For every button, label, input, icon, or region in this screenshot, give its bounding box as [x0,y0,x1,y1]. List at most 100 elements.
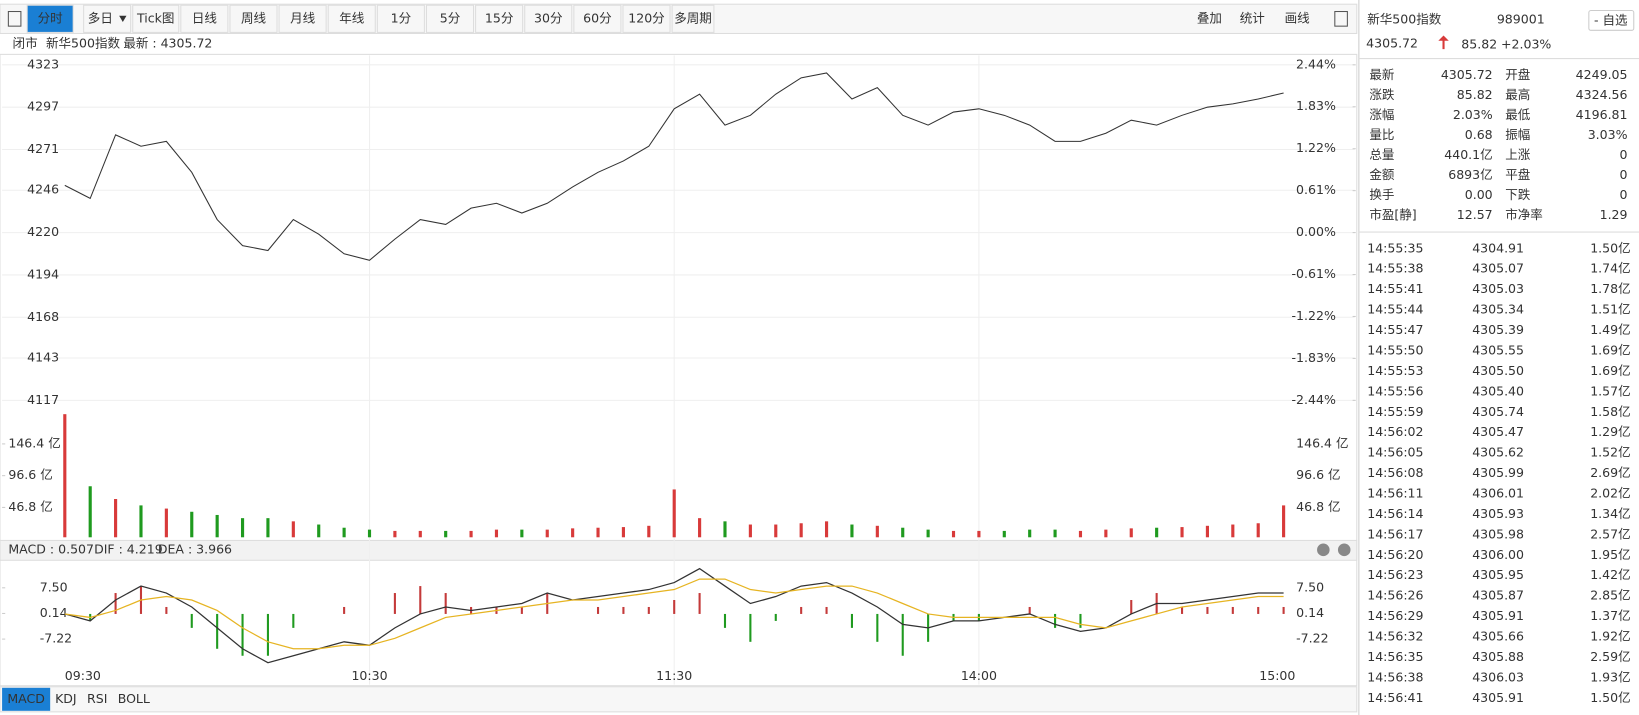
stat-value: 4324.56 [1576,87,1628,102]
tick-volume: 1.69亿 [1590,363,1630,378]
stat-label: 量比 [1369,127,1394,142]
y-tick-label: 4117 [27,392,59,407]
tick-price: 4305.91 [1472,690,1524,705]
toolbar-button[interactable] [671,4,715,33]
toolbar-label[interactable]: 多日 [88,10,113,25]
stat-value: 0 [1620,187,1628,202]
toolbar-label[interactable]: Tick图 [136,10,174,25]
panel-icon[interactable] [1334,10,1348,27]
volume-bar [393,530,397,538]
quote-change-pct: +2.03% [1501,36,1551,51]
toolbar-button[interactable] [475,4,524,33]
tick-price: 4306.00 [1472,547,1524,562]
macd-bar [800,606,803,614]
toolbar-label[interactable]: 1分 [391,10,412,25]
indicator-tab-label[interactable]: RSI [87,691,107,706]
toolbar-button[interactable] [524,4,573,33]
volume-bar [672,489,676,538]
y2-tick-label: -2.44% [1292,392,1336,407]
stat-label: 市净率 [1505,207,1543,222]
volume-bar [88,486,92,538]
tick-volume: 1.92亿 [1590,629,1630,644]
tick-volume: 1.58亿 [1590,404,1630,419]
stat-value: 440.1亿 [1444,147,1492,162]
tick-price: 4305.55 [1472,342,1524,357]
indicator-tab[interactable] [114,687,153,711]
toolbar-button[interactable] [180,4,229,33]
toolbar-label[interactable]: 日线 [192,10,218,25]
toolbar-tool[interactable]: 叠加 [1197,10,1222,25]
tick-price: 4305.40 [1472,383,1524,398]
indicator-tab-label[interactable]: KDJ [55,691,77,706]
indicator-tab-label[interactable]: MACD [7,691,45,706]
tick-volume: 1.57亿 [1590,383,1630,398]
toolbar-button[interactable] [278,4,327,33]
stat-label: 总量 [1369,147,1394,162]
tick-volume: 1.69亿 [1590,342,1630,357]
quote-change: 85.82 [1461,36,1497,51]
toolbar-label[interactable]: 15分 [485,10,514,25]
macd-bar [419,586,422,614]
tick-volume: 1.93亿 [1590,669,1630,684]
toolbar-button[interactable] [425,4,475,33]
toolbar-label[interactable]: 5分 [440,10,461,25]
y-tick-label: 4168 [27,309,59,324]
macd-bar [1206,606,1209,614]
toolbar-button[interactable] [327,4,376,33]
close-icon[interactable] [1317,543,1330,557]
tick-time: 14:55:35 [1367,240,1423,255]
tick-time: 14:56:17 [1367,526,1423,541]
macd-bar [266,613,269,656]
toolbar-button[interactable] [26,4,74,33]
macd-bar [596,606,600,614]
indicator-tab-label[interactable]: BOLL [118,691,150,706]
toolbar-label[interactable]: 120分 [628,10,665,25]
toolbar-button[interactable] [229,4,278,33]
stat-value: 6893亿 [1448,167,1492,182]
stat-label: 最高 [1505,87,1530,102]
tick-time: 14:56:35 [1367,649,1423,664]
toolbar-button[interactable] [573,4,622,33]
watch-button[interactable] [1588,9,1635,31]
x-tick-label: 09:30 [65,668,101,683]
macd-bar [749,613,752,642]
toolbar-label[interactable]: 月线 [290,10,316,25]
tick-time: 14:55:47 [1367,322,1423,337]
stat-label: 市盈[静] [1369,207,1416,222]
y2-tick-label: 0.61% [1296,182,1336,197]
status-name: 新华500指数 [46,35,121,50]
stat-value: 0 [1620,147,1628,162]
toolbar-label[interactable]: 多周期 [674,10,712,25]
toolbar-button[interactable] [376,4,425,33]
macd-bar [1079,613,1082,628]
stat-label: 下跌 [1505,187,1531,202]
toolbar-button[interactable] [132,4,180,33]
panel-icon[interactable] [7,10,22,27]
toolbar-tool[interactable]: 画线 [1285,10,1311,25]
toolbar-label[interactable]: 60分 [583,10,612,25]
volume-bar [1231,524,1235,538]
watch-label[interactable]: - 自选 [1594,12,1628,27]
y2-tick-label: 0.00% [1296,224,1336,239]
toolbar-tool[interactable]: 统计 [1240,10,1265,25]
y2-tick-label: 2.44% [1296,56,1336,71]
indicator-tab[interactable] [2,687,51,711]
toolbar-button[interactable] [622,4,671,33]
indicator-tab[interactable] [52,687,80,711]
tick-price: 4305.95 [1472,567,1524,582]
macd-bar [165,606,168,614]
stat-label: 换手 [1369,187,1394,202]
toolbar-label[interactable]: 分时 [38,10,64,25]
toolbar-label[interactable]: 周线 [241,10,267,25]
indicator-tab[interactable] [83,687,111,711]
macd-bar [393,593,396,614]
settings-icon[interactable] [1337,543,1351,557]
indicator-tabs [0,686,1358,713]
toolbar-label[interactable]: 年线 [339,10,365,25]
volume-bar [571,528,575,538]
toolbar-label[interactable]: 30分 [534,10,563,25]
macd-tick-label: 7.50 [40,579,68,594]
tick-time: 14:55:41 [1367,281,1423,296]
macd-bar [1231,606,1234,614]
